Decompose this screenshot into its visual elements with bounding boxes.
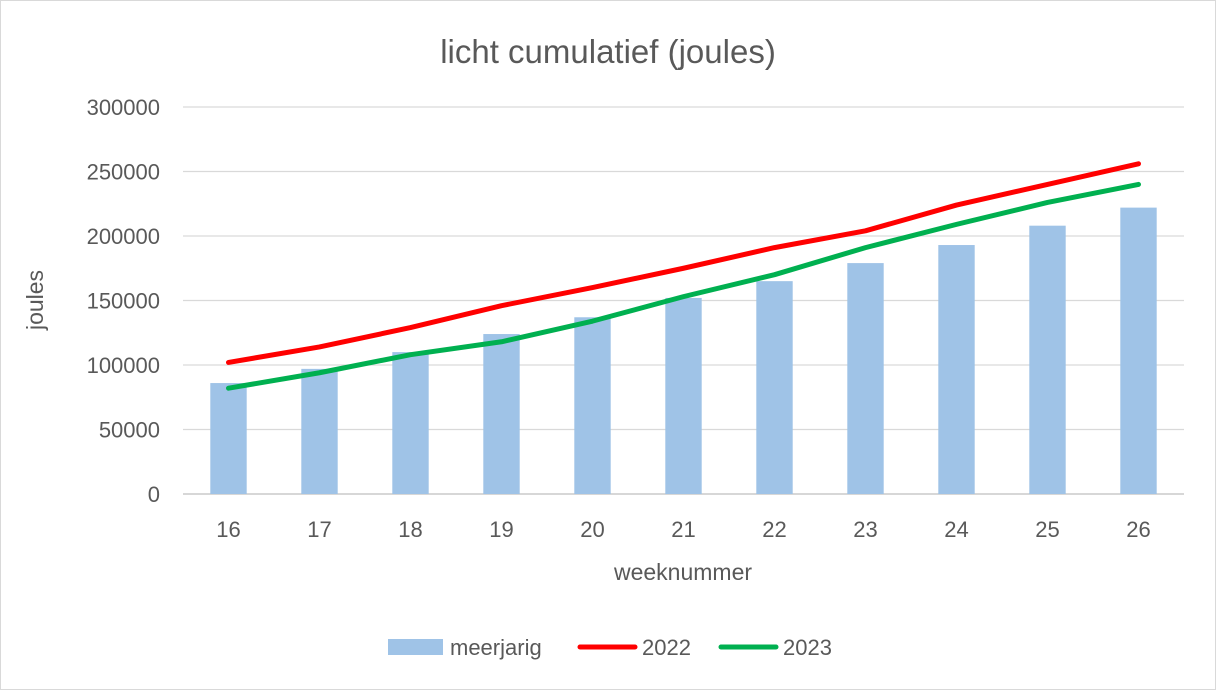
bar-meerjarig bbox=[301, 368, 338, 494]
gridlines bbox=[183, 106, 1184, 495]
x-tick-label: 17 bbox=[307, 517, 331, 542]
bar-meerjarig bbox=[210, 383, 247, 494]
x-axis-ticks: 16 17 18 19 20 21 22 23 24 25 26 bbox=[216, 517, 1150, 542]
bar-meerjarig bbox=[1120, 207, 1157, 494]
bar-meerjarig bbox=[483, 334, 520, 494]
bar-meerjarig bbox=[392, 352, 429, 494]
legend-swatch-meerjarig bbox=[388, 639, 443, 655]
bar-meerjarig bbox=[1029, 225, 1066, 494]
legend-label-2022: 2022 bbox=[642, 635, 691, 660]
legend-label-meerjarig: meerjarig bbox=[450, 635, 542, 660]
x-tick-label: 21 bbox=[671, 517, 695, 542]
y-tick-label: 50000 bbox=[99, 418, 160, 443]
x-tick-label: 16 bbox=[216, 517, 240, 542]
x-tick-label: 26 bbox=[1126, 517, 1150, 542]
y-tick-label: 250000 bbox=[87, 160, 160, 185]
x-tick-label: 23 bbox=[853, 517, 877, 542]
bar-meerjarig bbox=[574, 317, 611, 494]
line-2022 bbox=[226, 161, 1141, 365]
x-tick-label: 22 bbox=[762, 517, 786, 542]
x-tick-label: 24 bbox=[944, 517, 968, 542]
x-tick-label: 18 bbox=[398, 517, 422, 542]
y-tick-label: 200000 bbox=[87, 224, 160, 249]
bar-meerjarig bbox=[847, 263, 884, 494]
bar-meerjarig bbox=[665, 297, 702, 494]
x-axis-label: weeknummer bbox=[613, 559, 752, 585]
y-axis-label: joules bbox=[22, 270, 48, 331]
line-2023 bbox=[226, 181, 1141, 391]
y-tick-label: 300000 bbox=[87, 95, 160, 120]
y-tick-label: 150000 bbox=[87, 289, 160, 314]
x-tick-label: 20 bbox=[580, 517, 604, 542]
chart-title: licht cumulatief (joules) bbox=[440, 33, 776, 70]
y-tick-label: 100000 bbox=[87, 353, 160, 378]
y-axis-ticks: 0 50000 100000 150000 200000 250000 300000 bbox=[87, 95, 160, 507]
bar-series-meerjarig bbox=[210, 207, 1157, 494]
x-tick-label: 25 bbox=[1035, 517, 1059, 542]
line-series bbox=[226, 161, 1141, 391]
legend-label-2023: 2023 bbox=[783, 635, 832, 660]
x-tick-label: 19 bbox=[489, 517, 513, 542]
y-tick-label: 0 bbox=[148, 482, 160, 507]
bar-meerjarig bbox=[756, 281, 793, 494]
bar-meerjarig bbox=[938, 245, 975, 494]
legend: meerjarig 2022 2023 bbox=[388, 635, 832, 660]
